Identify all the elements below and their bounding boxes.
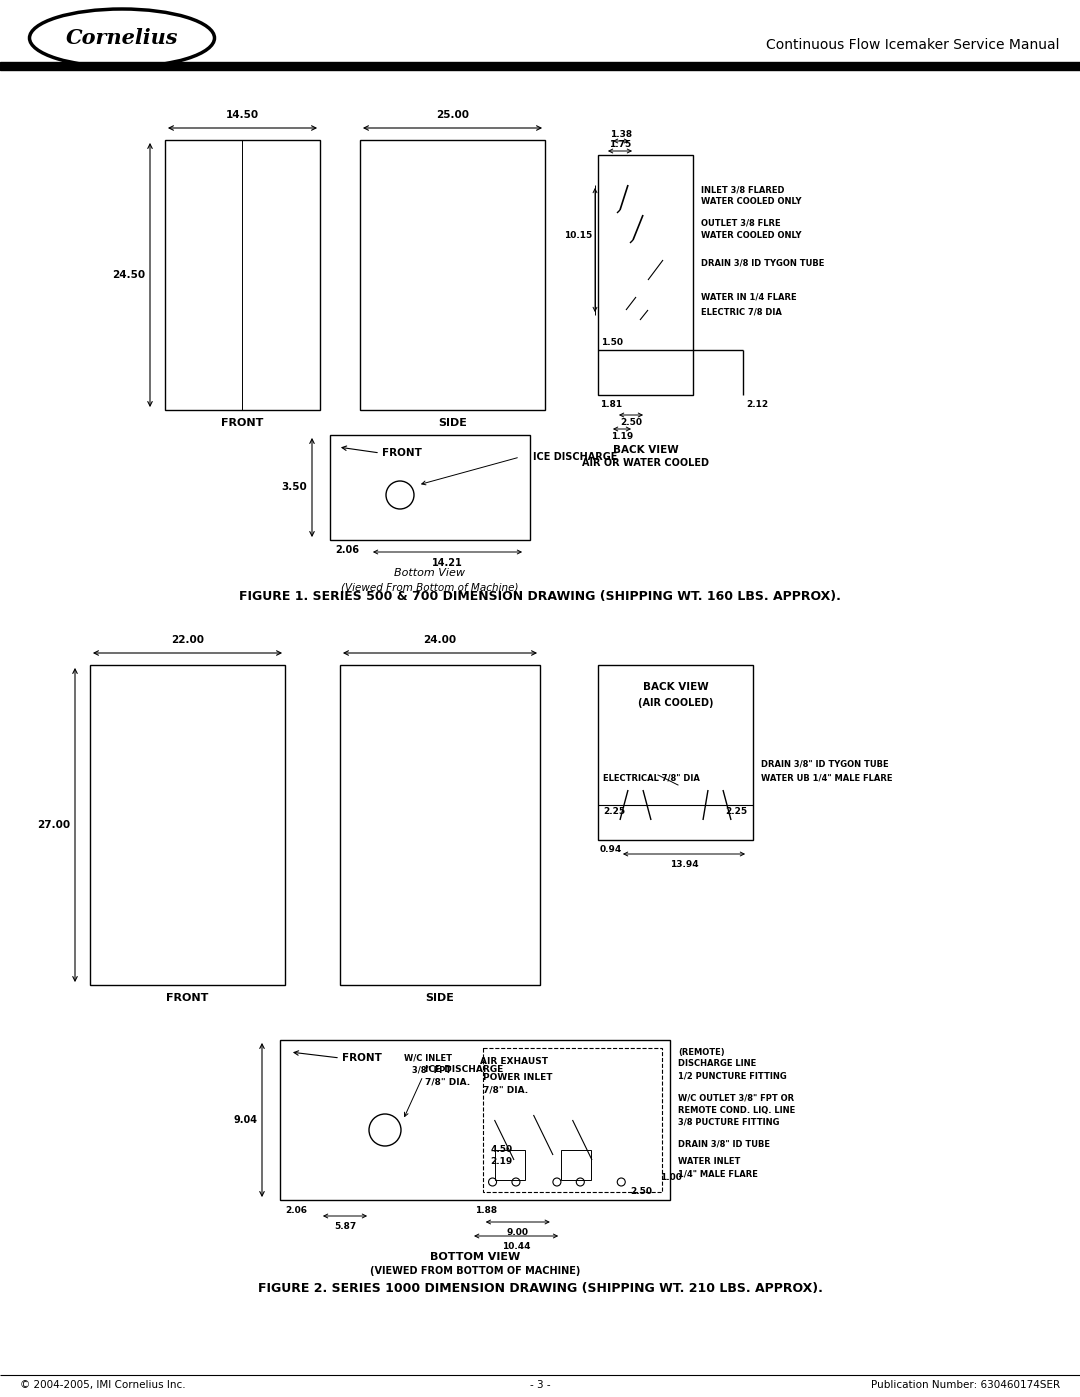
Text: INLET 3/8 FLARED: INLET 3/8 FLARED xyxy=(701,186,784,194)
Bar xyxy=(165,140,320,409)
Text: WATER INLET: WATER INLET xyxy=(678,1158,741,1166)
Text: 1.50: 1.50 xyxy=(600,338,623,346)
Text: FRONT: FRONT xyxy=(342,1053,382,1063)
Text: DRAIN 3/8" ID TUBE: DRAIN 3/8" ID TUBE xyxy=(678,1140,770,1148)
Text: BACK VIEW: BACK VIEW xyxy=(643,682,708,692)
Text: AIR EXHAUST: AIR EXHAUST xyxy=(480,1058,548,1066)
Text: 24.50: 24.50 xyxy=(112,270,145,279)
Text: FRONT: FRONT xyxy=(221,418,264,427)
Text: (REMOTE): (REMOTE) xyxy=(678,1048,725,1056)
Text: WATER COOLED ONLY: WATER COOLED ONLY xyxy=(701,231,801,239)
Text: W/C OUTLET 3/8" FPT OR: W/C OUTLET 3/8" FPT OR xyxy=(678,1094,794,1102)
Text: 7/8" DIA.: 7/8" DIA. xyxy=(483,1085,528,1094)
Bar xyxy=(280,1039,670,1200)
Text: 22.00: 22.00 xyxy=(171,636,204,645)
Bar xyxy=(0,61,1080,70)
Text: DRAIN 3/8 ID TYGON TUBE: DRAIN 3/8 ID TYGON TUBE xyxy=(701,258,824,267)
Text: 25.00: 25.00 xyxy=(436,110,469,120)
Text: DRAIN 3/8" ID TYGON TUBE: DRAIN 3/8" ID TYGON TUBE xyxy=(761,760,889,768)
Text: SIDE: SIDE xyxy=(426,993,455,1003)
Text: - 3 -: - 3 - xyxy=(529,1380,551,1390)
Text: 9.04: 9.04 xyxy=(233,1115,257,1125)
Text: Cornelius: Cornelius xyxy=(66,28,178,47)
Bar xyxy=(598,665,753,840)
Text: (Viewed From Bottom of Machine): (Viewed From Bottom of Machine) xyxy=(341,583,518,592)
Text: 3/8" FPT: 3/8" FPT xyxy=(413,1066,451,1074)
Bar xyxy=(90,665,285,985)
Text: 0.94: 0.94 xyxy=(600,845,622,854)
Text: SIDE: SIDE xyxy=(438,418,467,427)
Text: ELECTRICAL 7/8" DIA: ELECTRICAL 7/8" DIA xyxy=(603,774,700,782)
Text: 10.44: 10.44 xyxy=(502,1242,530,1250)
Bar xyxy=(340,665,540,985)
Text: 24.00: 24.00 xyxy=(423,636,457,645)
Text: 1/4" MALE FLARE: 1/4" MALE FLARE xyxy=(678,1169,758,1179)
Text: 1.38: 1.38 xyxy=(610,130,632,138)
Text: W/C INLET: W/C INLET xyxy=(404,1053,451,1063)
Text: 4.50: 4.50 xyxy=(490,1146,513,1154)
Text: 5.87: 5.87 xyxy=(334,1222,356,1231)
Text: (VIEWED FROM BOTTOM OF MACHINE): (VIEWED FROM BOTTOM OF MACHINE) xyxy=(369,1266,580,1275)
Text: OUTLET 3/8 FLRE: OUTLET 3/8 FLRE xyxy=(701,218,781,228)
Text: POWER INLET: POWER INLET xyxy=(483,1073,552,1083)
Text: BACK VIEW: BACK VIEW xyxy=(612,446,678,455)
Text: (AIR COOLED): (AIR COOLED) xyxy=(638,698,713,708)
Text: 2.19: 2.19 xyxy=(490,1157,513,1166)
Text: 1.81: 1.81 xyxy=(600,400,622,409)
Text: REMOTE COND. LIQ. LINE: REMOTE COND. LIQ. LINE xyxy=(678,1105,795,1115)
Text: 2.25: 2.25 xyxy=(725,807,747,816)
Text: 7/8" DIA.: 7/8" DIA. xyxy=(426,1077,470,1087)
Text: 2.25: 2.25 xyxy=(603,807,625,816)
Text: 10.15: 10.15 xyxy=(564,231,592,239)
Text: FIGURE 1. SERIES 500 & 700 DIMENSION DRAWING (SHIPPING WT. 160 LBS. APPROX).: FIGURE 1. SERIES 500 & 700 DIMENSION DRA… xyxy=(239,590,841,604)
Bar xyxy=(330,434,530,541)
Text: BOTTOM VIEW: BOTTOM VIEW xyxy=(430,1252,521,1261)
Text: 1.88: 1.88 xyxy=(475,1206,497,1215)
Text: 2.50: 2.50 xyxy=(620,418,642,427)
Text: Bottom View: Bottom View xyxy=(394,569,465,578)
Text: 1.19: 1.19 xyxy=(611,432,633,441)
Text: ICE DISCHARGE: ICE DISCHARGE xyxy=(534,453,618,462)
Text: AIR OR WATER COOLED: AIR OR WATER COOLED xyxy=(582,458,708,468)
Text: 2.12: 2.12 xyxy=(746,400,768,409)
Text: Publication Number: 630460174SER: Publication Number: 630460174SER xyxy=(870,1380,1059,1390)
Text: ICE DISCHARGE: ICE DISCHARGE xyxy=(426,1066,503,1074)
Text: 1.75: 1.75 xyxy=(609,140,631,149)
Text: 1/2 PUNCTURE FITTING: 1/2 PUNCTURE FITTING xyxy=(678,1071,786,1080)
Text: WATER COOLED ONLY: WATER COOLED ONLY xyxy=(701,197,801,207)
Bar xyxy=(495,1150,525,1180)
Text: DISCHARGE LINE: DISCHARGE LINE xyxy=(678,1059,756,1069)
Text: ELECTRIC 7/8 DIA: ELECTRIC 7/8 DIA xyxy=(701,307,782,317)
Text: WATER UB 1/4" MALE FLARE: WATER UB 1/4" MALE FLARE xyxy=(761,774,892,782)
Text: 3.50: 3.50 xyxy=(281,482,307,493)
Text: 1.00: 1.00 xyxy=(660,1173,681,1182)
Bar xyxy=(598,155,693,395)
Text: WATER IN 1/4 FLARE: WATER IN 1/4 FLARE xyxy=(701,292,797,302)
Text: 2.50: 2.50 xyxy=(630,1187,652,1196)
Text: 13.94: 13.94 xyxy=(670,861,699,869)
Text: 2.06: 2.06 xyxy=(285,1206,307,1215)
Text: © 2004-2005, IMI Cornelius Inc.: © 2004-2005, IMI Cornelius Inc. xyxy=(21,1380,186,1390)
Text: FRONT: FRONT xyxy=(166,993,208,1003)
Text: FRONT: FRONT xyxy=(382,448,422,458)
Text: 2.06: 2.06 xyxy=(335,545,359,555)
Bar xyxy=(483,1048,662,1192)
Bar xyxy=(360,140,545,409)
Text: 3/8 PUCTURE FITTING: 3/8 PUCTURE FITTING xyxy=(678,1118,780,1126)
Text: Continuous Flow Icemaker Service Manual: Continuous Flow Icemaker Service Manual xyxy=(767,38,1059,52)
Bar xyxy=(561,1150,591,1180)
Text: 14.50: 14.50 xyxy=(226,110,259,120)
Text: FIGURE 2. SERIES 1000 DIMENSION DRAWING (SHIPPING WT. 210 LBS. APPROX).: FIGURE 2. SERIES 1000 DIMENSION DRAWING … xyxy=(257,1282,823,1295)
Text: 27.00: 27.00 xyxy=(37,820,70,830)
Text: 9.00: 9.00 xyxy=(507,1228,529,1236)
Text: 14.21: 14.21 xyxy=(432,557,463,569)
